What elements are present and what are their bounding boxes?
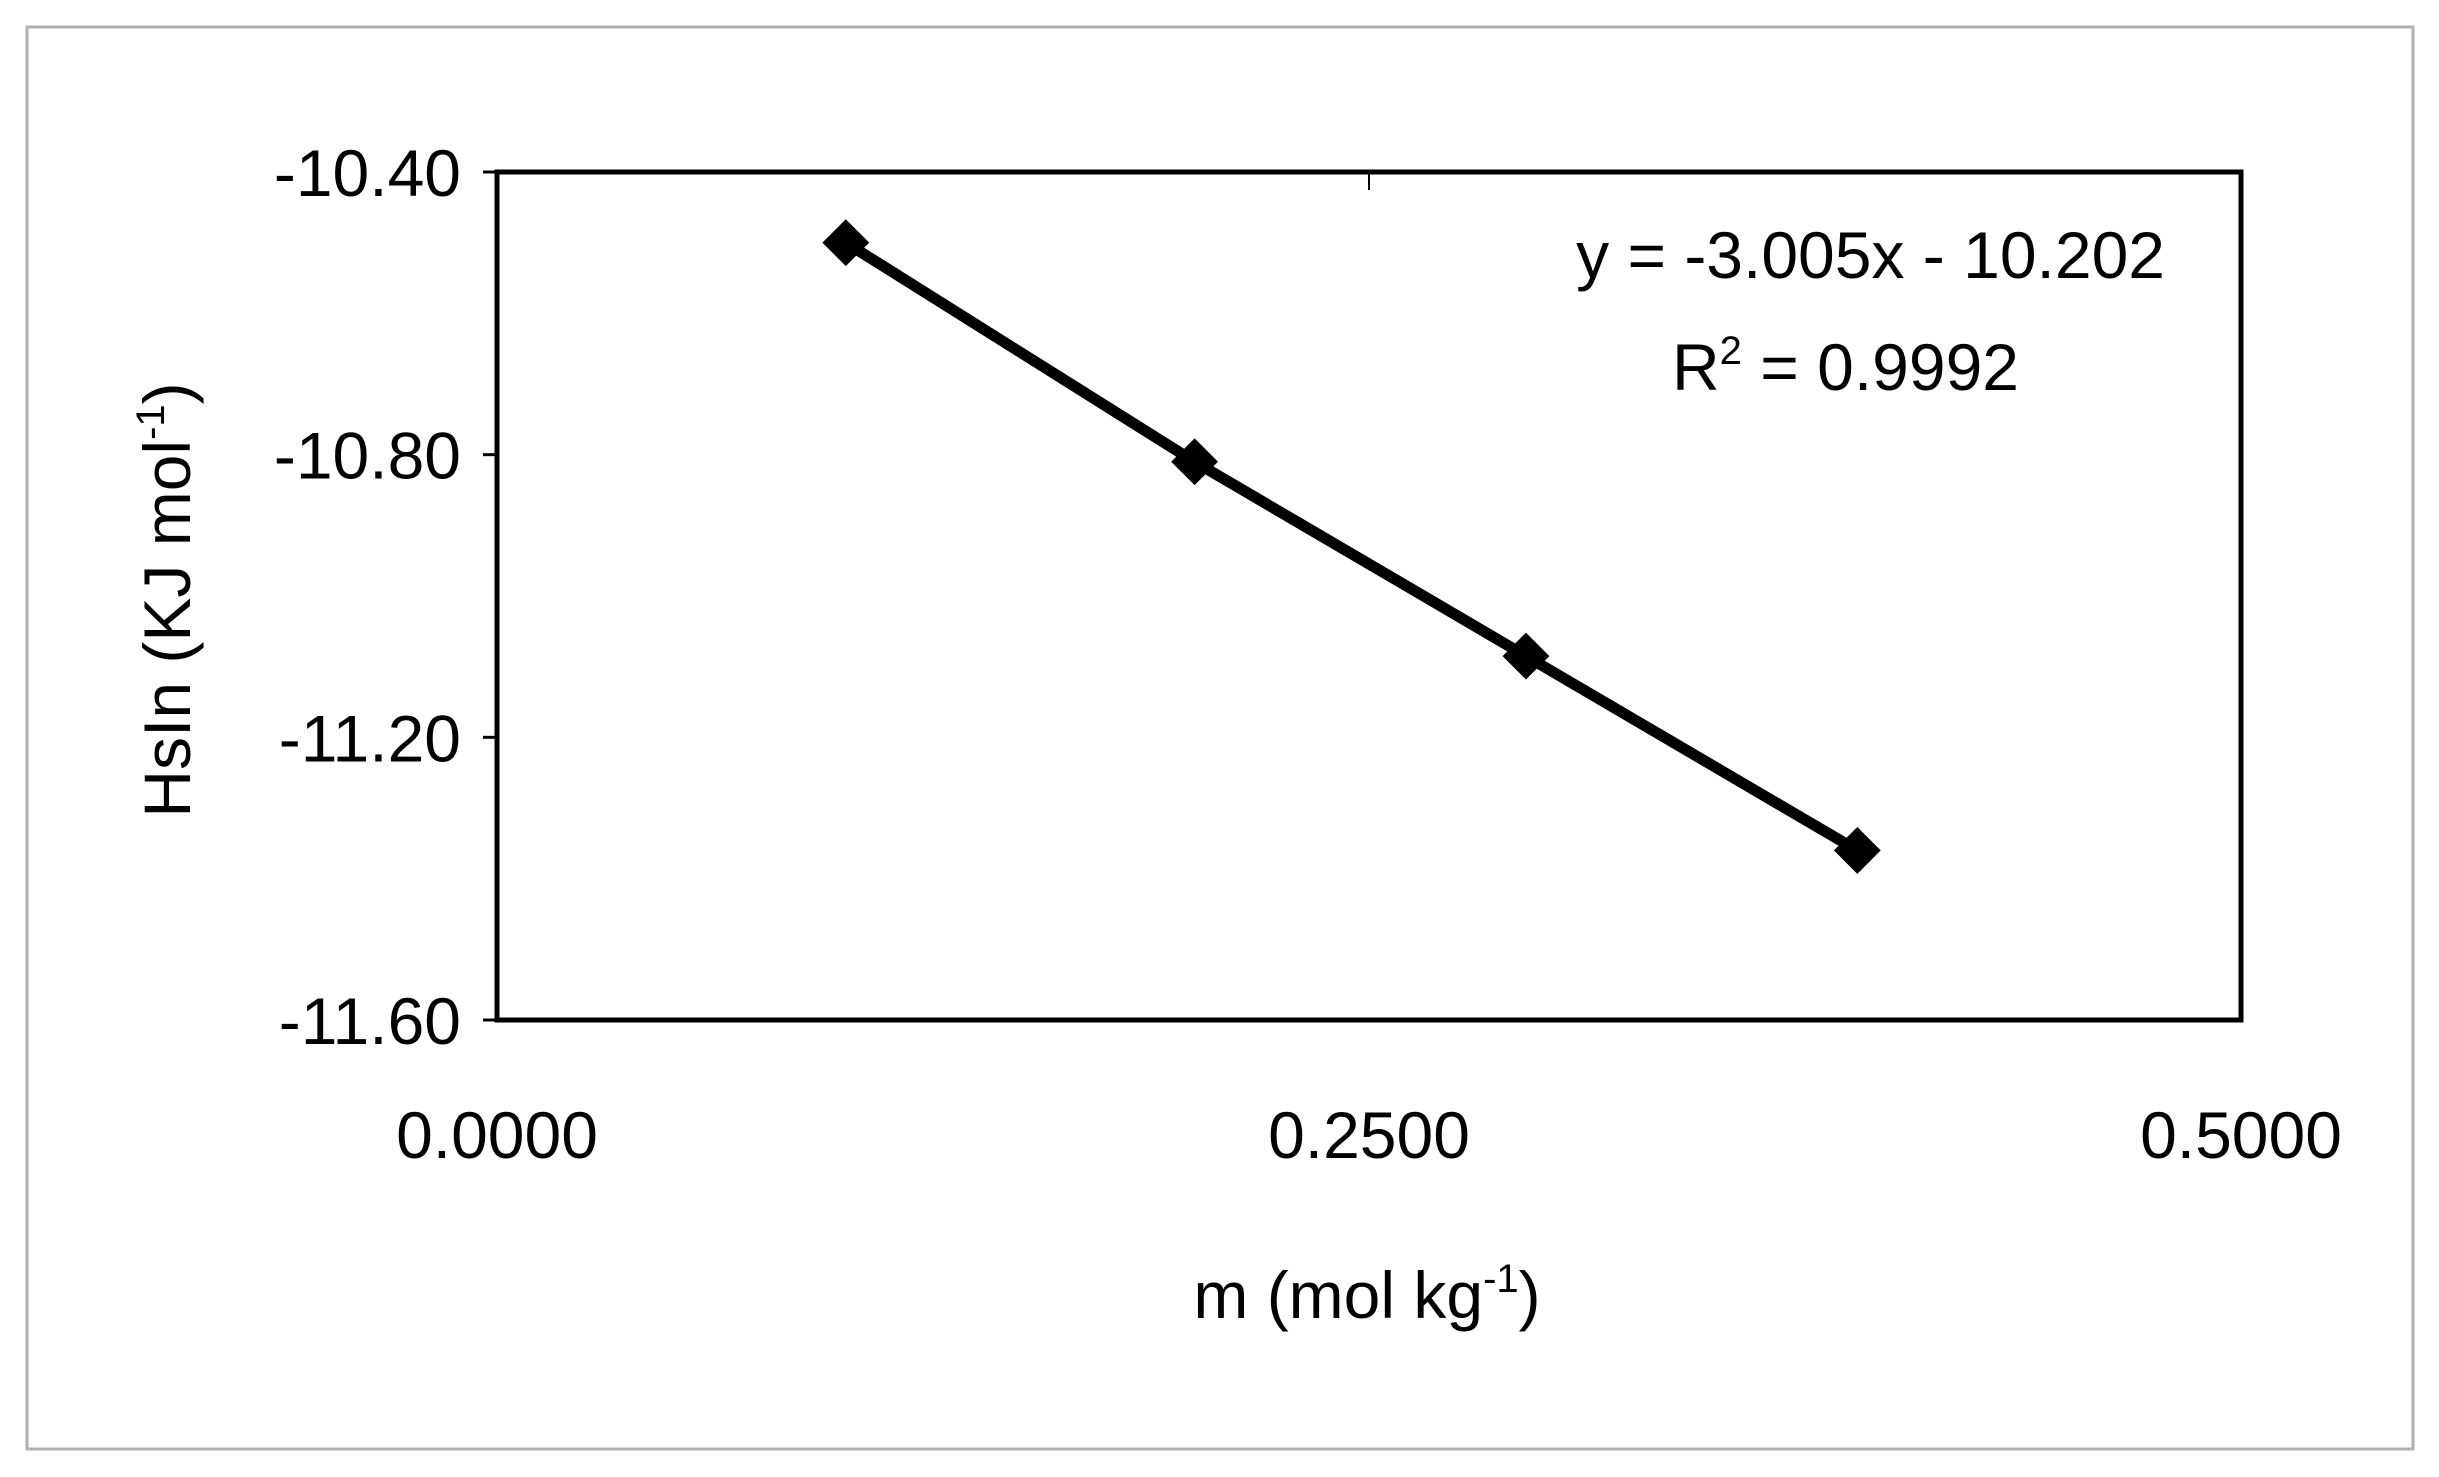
x-axis-title-base: m (mol kg bbox=[1193, 1258, 1483, 1332]
x-axis-title-sup: -1 bbox=[1483, 1257, 1519, 1301]
data-point-marker bbox=[1833, 826, 1881, 874]
y-tick-label: -11.20 bbox=[279, 701, 461, 775]
series-line bbox=[842, 238, 1861, 856]
data-point-marker bbox=[1502, 632, 1550, 680]
r-squared-value: = 0.9992 bbox=[1742, 330, 2019, 404]
y-axis-title-base: HsIn (KJ mol bbox=[130, 440, 204, 818]
tick-labels: -10.40 -10.80 -11.20 -11.60 0.0000 0.2500 0.50… bbox=[274, 136, 2342, 1172]
r-squared-sup: 2 bbox=[1720, 329, 1742, 373]
x-axis-title-tail: ) bbox=[1519, 1258, 1541, 1332]
y-axis-title-tail: ) bbox=[130, 382, 204, 404]
y-tick-label: -10.40 bbox=[274, 136, 461, 210]
r-squared-label: R2 = 0.9992 bbox=[1672, 329, 2019, 404]
data-point-marker bbox=[822, 219, 870, 267]
x-tick-label: 0.2500 bbox=[1268, 1098, 1470, 1172]
y-axis-title-sup: -1 bbox=[129, 404, 173, 440]
r-squared-base: R bbox=[1672, 330, 1720, 404]
trendline-equation: y = -3.005x - 10.202 bbox=[1576, 218, 2165, 292]
axes bbox=[483, 169, 2244, 1023]
chart-outer-border bbox=[25, 25, 2415, 1451]
y-tick-label: -11.60 bbox=[279, 984, 461, 1058]
y-tick-label: -10.80 bbox=[274, 419, 461, 493]
x-tick-label: 0.5000 bbox=[2140, 1098, 2342, 1172]
series bbox=[822, 219, 1881, 874]
y-axis-title: HsIn (KJ mol-1) bbox=[129, 382, 204, 817]
x-axis-title: m (mol kg-1) bbox=[1193, 1257, 1540, 1332]
data-point-marker bbox=[1171, 438, 1219, 486]
x-tick-label: 0.0000 bbox=[396, 1098, 598, 1172]
